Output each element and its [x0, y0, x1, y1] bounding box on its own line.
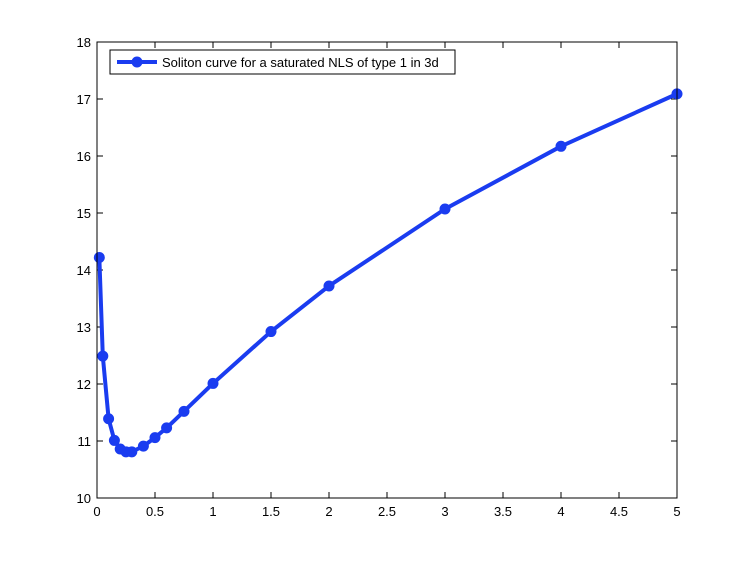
data-point	[439, 203, 451, 215]
plot-area	[97, 42, 677, 498]
y-tick-label: 15	[77, 206, 91, 221]
legend-marker	[131, 56, 143, 68]
data-point	[108, 434, 120, 446]
y-tick-label: 18	[77, 35, 91, 50]
data-point	[126, 446, 138, 458]
data-point	[93, 251, 105, 263]
y-tick-label: 12	[77, 377, 91, 392]
y-tick-label: 16	[77, 149, 91, 164]
legend-box	[109, 49, 456, 75]
data-point	[149, 432, 161, 444]
x-tick-label: 4	[557, 504, 564, 519]
x-tick-label: 5	[673, 504, 680, 519]
x-tick-label: 2.5	[378, 504, 396, 519]
y-tick-label: 17	[77, 92, 91, 107]
legend-label: Soliton curve for a saturated NLS of typ…	[162, 55, 439, 70]
data-point	[97, 350, 109, 362]
y-tick-label: 13	[77, 320, 91, 335]
data-point	[161, 422, 173, 434]
data-point	[103, 413, 115, 425]
plot-frame	[96, 41, 678, 499]
x-tick-label: 3.5	[494, 504, 512, 519]
data-point	[178, 405, 190, 417]
data-point	[265, 326, 277, 338]
x-tick-label: 0.5	[146, 504, 164, 519]
data-point	[323, 280, 335, 292]
series-layer	[93, 88, 683, 458]
x-tick-label: 0	[93, 504, 100, 519]
data-point	[207, 377, 219, 389]
y-tick-label: 10	[77, 491, 91, 506]
x-tick-label: 2	[325, 504, 332, 519]
legend: Soliton curve for a saturated NLS of typ…	[109, 49, 456, 75]
x-tick-label: 1.5	[262, 504, 280, 519]
data-point	[555, 140, 567, 152]
y-tick-label: 14	[77, 263, 91, 278]
data-point	[137, 440, 149, 452]
x-tick-label: 3	[441, 504, 448, 519]
x-tick-label: 4.5	[610, 504, 628, 519]
y-tick-label: 11	[78, 434, 92, 449]
x-tick-label: 1	[209, 504, 216, 519]
axis-tick-labels: 0 0.5 1 1.5 2 2.5 3 3.5 4 4.5 5 10 11 12 13 14 15 16 17 18	[77, 35, 681, 519]
